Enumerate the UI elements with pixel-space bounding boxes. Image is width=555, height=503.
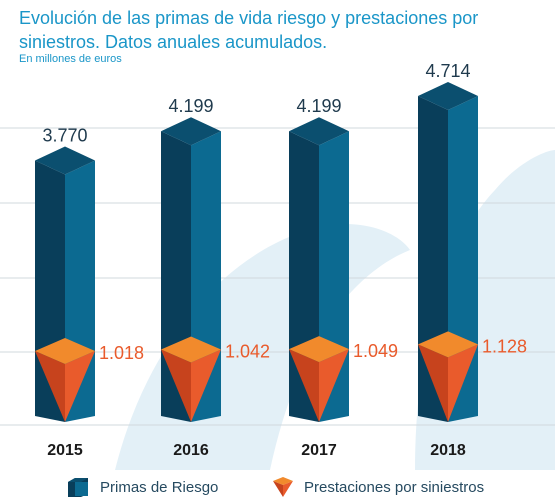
chart-title: Evolución de las primas de vida riesgo y…	[19, 8, 479, 52]
chart-canvas: 3.770 1.018 2015 4.199 1.042 2016 4.199 1.049 20…	[0, 61, 555, 470]
prestaciones-marker-side	[35, 351, 65, 422]
prestaciones-marker-top	[418, 331, 478, 358]
prestaciones-marker	[191, 349, 221, 422]
legend-label-primas: Primas de Riesgo	[100, 478, 219, 496]
prestaciones-marker-top	[35, 338, 95, 364]
primas-value-label: 3.770	[42, 126, 87, 146]
x-tick-label: 2016	[173, 442, 209, 459]
prestaciones-marker	[65, 351, 95, 422]
primas-value-label: 4.199	[296, 96, 341, 116]
legend-swatch-prestaciones	[273, 477, 293, 497]
prestaciones-value-label: 1.042	[225, 342, 270, 362]
legend-label-prestaciones: Prestaciones por siniestros	[304, 478, 485, 496]
legend-item-prestaciones: Prestaciones por siniestros	[272, 476, 484, 498]
legend-swatch-primas	[68, 478, 88, 497]
x-tick-label: 2018	[430, 442, 466, 459]
legend-item-primas: Primas de Riesgo	[66, 476, 218, 498]
x-tick-label: 2017	[301, 442, 337, 459]
primas-bar-top	[161, 117, 221, 146]
x-tick-label: 2015	[47, 442, 83, 459]
prestaciones-marker-top	[161, 336, 221, 363]
prestaciones-marker	[319, 349, 349, 422]
primas-bar-top	[289, 117, 349, 146]
prestaciones-value-label: 1.018	[99, 343, 144, 363]
primas-value-label: 4.199	[168, 96, 213, 116]
primas-bar-top	[35, 146, 95, 175]
primas-value-label: 4.714	[425, 61, 470, 81]
prestaciones-marker-side	[161, 349, 191, 422]
chart-subtitle: En millones de euros	[19, 53, 122, 65]
prestaciones-marker-side	[289, 349, 319, 422]
legend: Primas de Riesgo Prestaciones por sinies…	[0, 472, 555, 502]
primas-bar-top	[418, 82, 478, 111]
prestaciones-marker	[448, 344, 478, 422]
bars-layer: 3.770 1.018 2015 4.199 1.042 2016 4.199 1.049 20…	[35, 61, 527, 459]
prestaciones-marker-top	[289, 336, 349, 363]
prestaciones-value-label: 1.128	[482, 336, 527, 356]
prestaciones-value-label: 1.049	[353, 341, 398, 361]
prestaciones-marker-side	[418, 344, 448, 422]
